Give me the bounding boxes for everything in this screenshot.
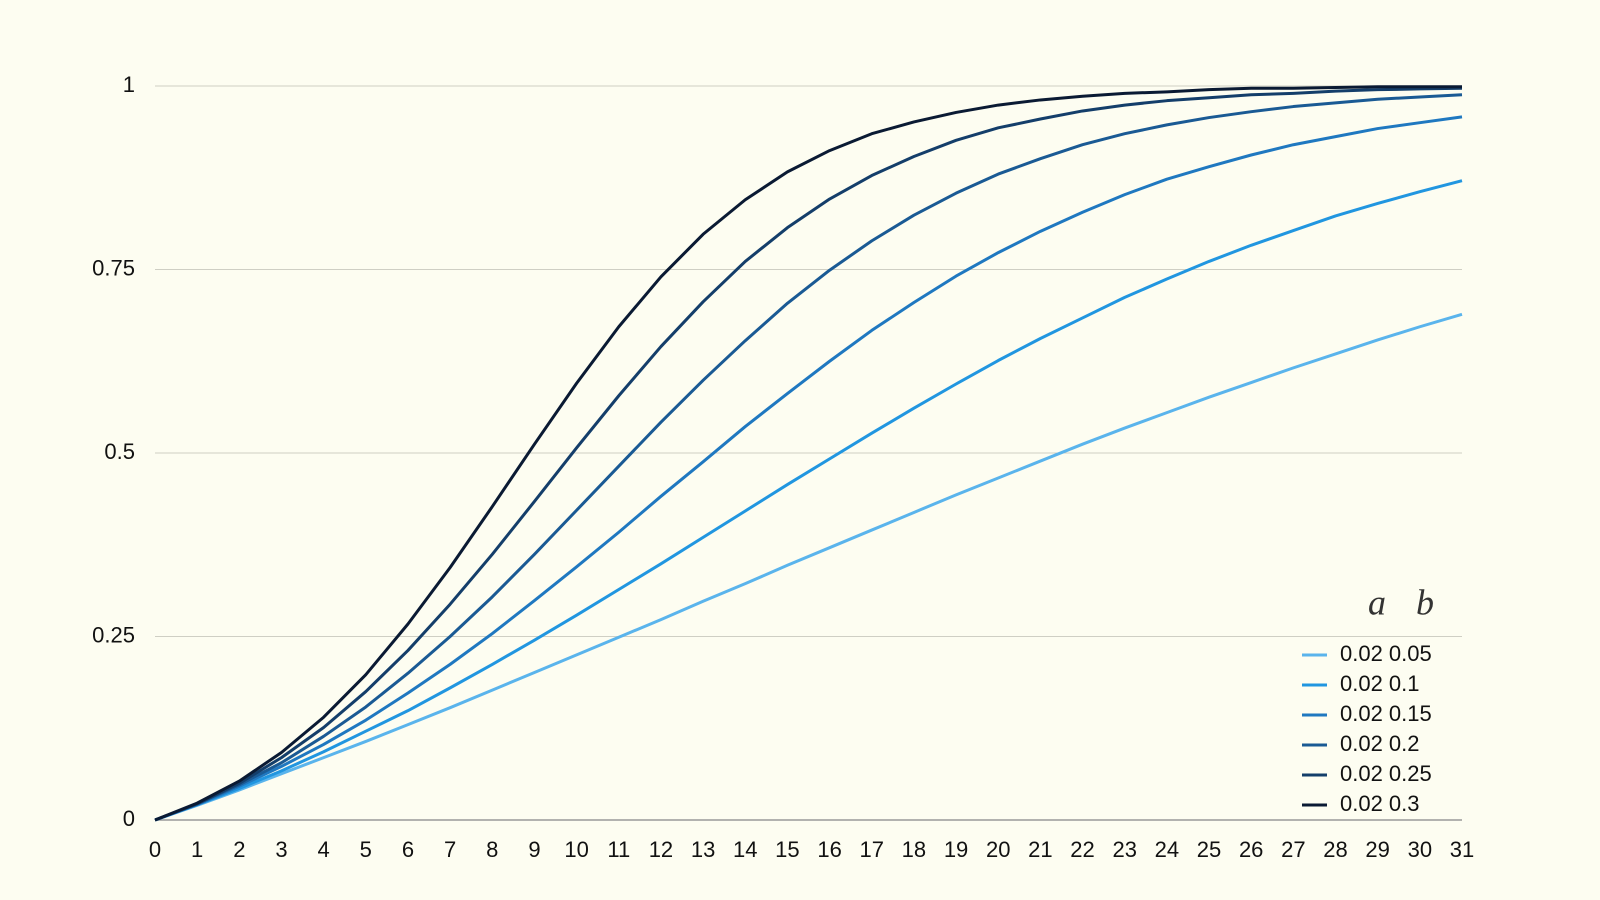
y-tick-label: 0.25 [92,622,135,647]
x-tick-label: 23 [1112,837,1136,862]
series-line [154,93,1463,822]
x-tick-label: 31 [1450,837,1474,862]
series-line [154,115,1463,822]
x-tick-label: 4 [318,837,330,862]
series-line [154,312,1463,822]
legend-label: 0.02 0.3 [1340,791,1420,816]
x-tick-label: 10 [564,837,588,862]
y-tick-label: 0.5 [104,439,135,464]
y-tick-label: 1 [123,72,135,97]
x-tick-label: 12 [649,837,673,862]
x-tick-label: 9 [528,837,540,862]
legend-header: a [1368,582,1386,622]
x-tick-label: 22 [1070,837,1094,862]
legend-label: 0.02 0.15 [1340,701,1432,726]
x-tick-label: 13 [691,837,715,862]
series-line [154,86,1463,822]
x-tick-label: 0 [149,837,161,862]
x-tick-label: 17 [859,837,883,862]
legend-label: 0.02 0.25 [1340,761,1432,786]
x-tick-label: 30 [1408,837,1432,862]
legend-label: 0.02 0.2 [1340,731,1420,756]
x-tick-label: 6 [402,837,414,862]
x-tick-label: 16 [817,837,841,862]
x-tick-label: 19 [944,837,968,862]
legend-label: 0.02 0.1 [1340,671,1420,696]
x-tick-label: 8 [486,837,498,862]
x-tick-label: 15 [775,837,799,862]
x-tick-label: 18 [902,837,926,862]
x-tick-label: 20 [986,837,1010,862]
x-tick-label: 11 [607,837,630,862]
x-tick-label: 24 [1155,837,1179,862]
y-tick-label: 0.75 [92,255,135,280]
legend-label: 0.02 0.05 [1340,641,1432,666]
series-line [154,85,1462,822]
legend-header: b [1416,582,1434,622]
x-tick-label: 1 [191,837,203,862]
x-tick-label: 7 [444,837,456,862]
x-tick-label: 3 [275,837,287,862]
x-tick-label: 27 [1281,837,1305,862]
x-tick-label: 21 [1028,837,1052,862]
x-tick-label: 2 [233,837,245,862]
x-tick-label: 29 [1365,837,1389,862]
series-line [154,179,1463,822]
x-tick-label: 14 [733,837,757,862]
x-tick-label: 25 [1197,837,1221,862]
y-tick-label: 0 [123,806,135,831]
x-tick-label: 26 [1239,837,1263,862]
x-tick-label: 28 [1323,837,1347,862]
x-tick-label: 5 [360,837,372,862]
